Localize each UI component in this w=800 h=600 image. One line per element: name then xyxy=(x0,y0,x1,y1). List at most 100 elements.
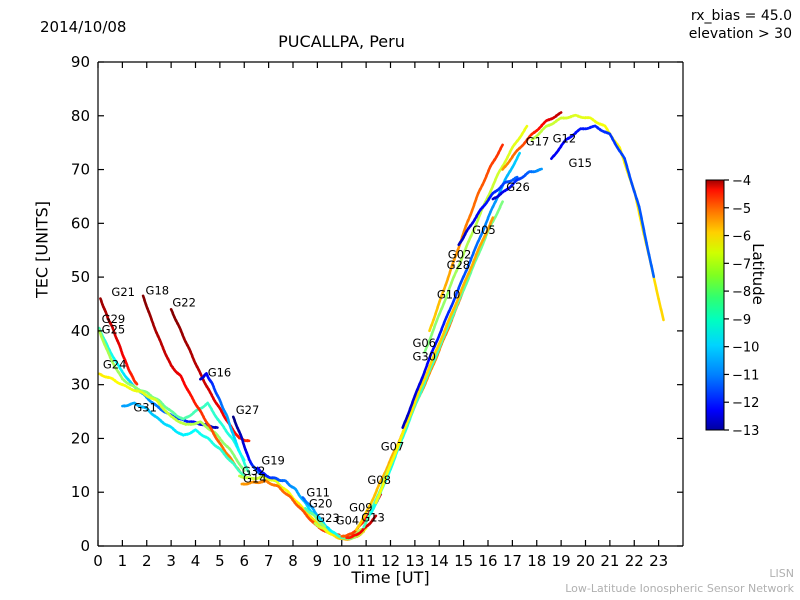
series-segment xyxy=(385,462,391,470)
series-segment xyxy=(420,381,426,391)
colorbar-tick-label: −9 xyxy=(732,313,751,328)
series-label-g05: G05 xyxy=(472,223,496,237)
x-tick-label: 6 xyxy=(239,552,249,570)
series-segment xyxy=(442,324,448,334)
y-tick-label: 50 xyxy=(71,268,90,286)
series-segment xyxy=(446,271,452,280)
series-segment xyxy=(134,381,139,386)
series-label-g17: G17 xyxy=(526,134,550,148)
series-segment xyxy=(470,203,476,212)
series-label-g18: G18 xyxy=(146,283,170,297)
series-label-g08: G08 xyxy=(367,473,391,487)
series-segment xyxy=(408,401,414,411)
series-label-g22: G22 xyxy=(172,296,196,310)
series-segment xyxy=(240,472,246,478)
series-segment xyxy=(462,246,468,255)
series-segment xyxy=(499,143,504,150)
series-segment xyxy=(467,258,473,267)
series-segment xyxy=(358,528,363,532)
series-segment xyxy=(381,476,387,486)
x-tick-label: 17 xyxy=(503,552,522,570)
series-segment xyxy=(437,328,443,337)
series-segment xyxy=(452,293,458,302)
x-tick-label: 18 xyxy=(527,552,546,570)
series-segment xyxy=(435,334,441,343)
series-segment xyxy=(642,229,648,244)
series-segment xyxy=(459,252,465,262)
x-tick-label: 8 xyxy=(288,552,298,570)
series-segment xyxy=(420,370,426,380)
series-label-g24: G24 xyxy=(103,358,127,372)
colorbar-tick-label: −8 xyxy=(732,285,751,300)
series-label-g23: G23 xyxy=(316,511,340,525)
series-segment xyxy=(423,363,429,373)
x-tick-label: 4 xyxy=(191,552,201,570)
series-label-g20: G20 xyxy=(309,496,333,510)
x-tick-label: 14 xyxy=(430,552,449,570)
series-label-g19: G19 xyxy=(261,453,285,467)
x-tick-label: 13 xyxy=(405,552,424,570)
series-segment xyxy=(513,156,519,164)
y-tick-label: 90 xyxy=(71,53,90,71)
series-segment xyxy=(498,200,504,208)
x-tick-label: 5 xyxy=(215,552,225,570)
series-segment xyxy=(373,489,378,497)
series-segment xyxy=(442,295,448,305)
x-tick-label: 3 xyxy=(166,552,176,570)
x-tick-label: 16 xyxy=(478,552,497,570)
x-tick-label: 7 xyxy=(264,552,274,570)
watermark: LISN Low-Latitude Ionospheric Sensor Netw… xyxy=(565,567,794,596)
series-segment xyxy=(434,306,439,315)
colorbar-tick-label: −5 xyxy=(732,202,751,217)
series-label-g13: G13 xyxy=(361,510,385,524)
x-tick-label: 0 xyxy=(93,552,103,570)
series-segment xyxy=(513,175,519,180)
series-segment xyxy=(413,394,419,404)
series-segment xyxy=(398,432,404,442)
series-segment xyxy=(389,461,395,471)
x-tick-label: 2 xyxy=(142,552,152,570)
series-segment xyxy=(411,401,417,411)
series-label-g11: G11 xyxy=(306,486,330,500)
y-tick-label: 80 xyxy=(71,107,90,125)
series-label-g31: G31 xyxy=(133,401,157,415)
series-label-g21: G21 xyxy=(111,285,135,299)
colorbar-tick-label: −10 xyxy=(732,341,759,356)
series-segment xyxy=(445,288,451,298)
series-segment xyxy=(425,357,431,366)
series-segment xyxy=(467,271,473,280)
series-segment xyxy=(489,216,495,225)
series-label-g26: G26 xyxy=(506,180,530,194)
series-segment xyxy=(645,241,651,256)
series-segment xyxy=(437,340,443,350)
series-label-g07: G07 xyxy=(381,439,405,453)
series-labels: G21G29G25G24G18G22G31G16G27G32G14G19G11G… xyxy=(102,132,592,528)
page-title: PUCALLPA, Peru xyxy=(278,32,405,51)
series-segment xyxy=(372,514,378,519)
series-label-g12: G12 xyxy=(553,132,577,146)
series-label-g28: G28 xyxy=(447,258,471,272)
colorbar-gradient xyxy=(705,179,725,431)
series-segment xyxy=(423,375,429,385)
x-tick-label: 9 xyxy=(313,552,323,570)
series-label-g32: G32 xyxy=(242,464,266,478)
colorbar-tick-label: −6 xyxy=(732,230,751,245)
plot-area xyxy=(98,111,665,541)
series-segment xyxy=(515,151,521,159)
series-label-g27: G27 xyxy=(236,403,260,417)
series-label-g06: G06 xyxy=(412,336,436,350)
x-tick-label: 15 xyxy=(454,552,473,570)
series-label-g16: G16 xyxy=(208,366,232,380)
series-segment xyxy=(472,254,478,264)
series-segment xyxy=(246,469,251,475)
x-tick-label: 11 xyxy=(357,552,376,570)
series-segment xyxy=(479,242,485,251)
series-segment xyxy=(557,111,563,116)
series-segment xyxy=(659,307,665,322)
series-label-g09: G09 xyxy=(349,501,373,515)
series-segment xyxy=(483,175,488,183)
series-segment xyxy=(481,223,487,232)
series-segment xyxy=(457,289,463,299)
series-segment xyxy=(435,347,441,356)
